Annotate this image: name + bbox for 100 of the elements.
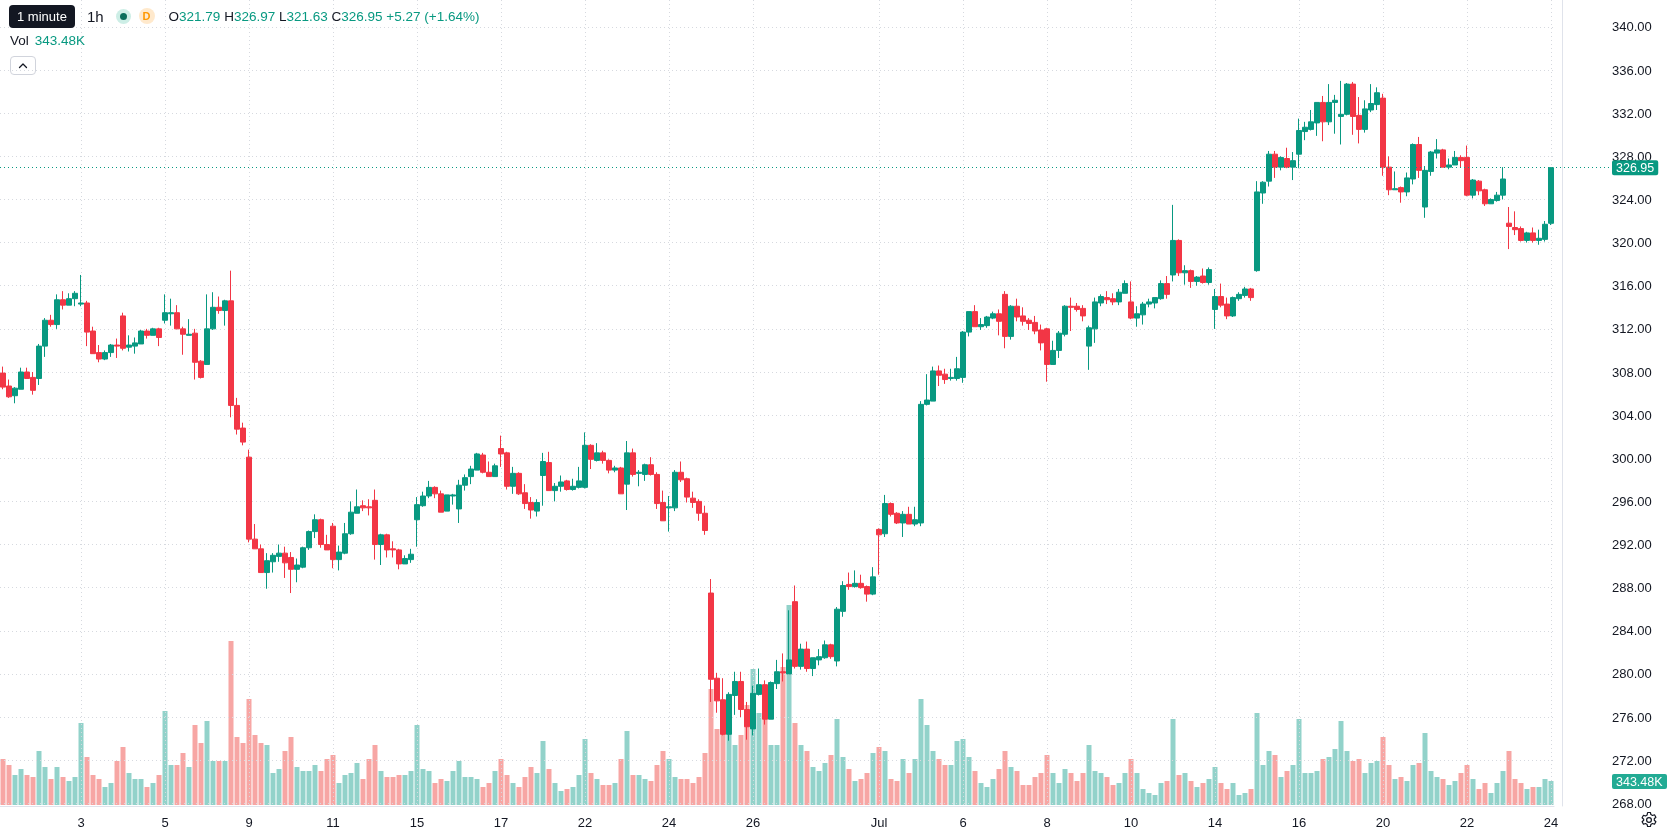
candlestick: [540, 452, 546, 507]
candlestick: [1128, 280, 1134, 320]
candlestick: [60, 290, 66, 310]
bar: [1320, 759, 1326, 805]
candlestick: [1182, 264, 1188, 286]
candlestick: [1176, 238, 1182, 277]
text: 1h: [86, 7, 104, 25]
y-tick-label: 324.00: [1612, 191, 1652, 207]
bar: [1008, 767, 1014, 805]
y-tick-label: 292.00: [1612, 537, 1652, 553]
y-tick-label: 280.00: [1612, 666, 1652, 682]
bar: [48, 779, 54, 805]
annotation: 1 minute: [9, 4, 75, 28]
candlestick: [1524, 231, 1530, 244]
y-tick-label: 320.00: [1612, 235, 1652, 251]
bar: [1182, 773, 1188, 805]
bar: [1248, 789, 1254, 805]
bar: [1188, 781, 1194, 805]
text: 343.48K: [1612, 773, 1667, 789]
candlestick: [624, 440, 630, 511]
candlestick: [546, 451, 552, 492]
candlestick: [1200, 267, 1206, 285]
candlestick: [846, 572, 852, 591]
candlestick: [594, 442, 600, 462]
bar: [780, 667, 786, 805]
candlestick: [1470, 178, 1476, 199]
bar: [1128, 759, 1134, 805]
bar: [54, 767, 60, 805]
bar: [1530, 787, 1536, 805]
y-tick-label: 336.00: [1612, 62, 1652, 78]
x-tick-label: 24: [1543, 815, 1559, 830]
candlestick: [1164, 275, 1170, 300]
y-tick-label: 312.00: [1612, 321, 1652, 337]
y-tick-label: 276.00: [1612, 709, 1652, 725]
bar: [870, 753, 876, 805]
bar: [156, 775, 162, 805]
candlestick: [1284, 147, 1290, 169]
x-tick-label: 5: [161, 815, 169, 830]
y-tick-label: 300.00: [1612, 450, 1652, 466]
candlestick: [1212, 288, 1218, 330]
y-tick-label: 316.00: [1612, 278, 1652, 294]
bar: [1278, 777, 1284, 805]
candlestick: [156, 327, 162, 347]
y-tick-label: 272.00: [1612, 752, 1652, 768]
y-tick-label: 308.00: [1612, 364, 1652, 380]
text: O321.79 H326.97 L321.63 C326.95 +5.27 (+1.64%): [168, 8, 480, 24]
x-tick-label: 15: [409, 815, 425, 830]
bar: [852, 781, 858, 805]
candlestick: [876, 527, 882, 576]
x-tick-label: 22: [1459, 815, 1475, 830]
candlestick: [510, 466, 516, 495]
bar: [1416, 763, 1422, 805]
bar: [1284, 771, 1290, 805]
bar: [1470, 779, 1476, 805]
bar: [900, 759, 906, 805]
candlestick: [972, 304, 978, 328]
bar: [510, 783, 516, 805]
x-tick-label: 11: [326, 815, 340, 830]
bar: [786, 605, 792, 805]
bar: [1200, 783, 1206, 805]
y-tick-label: 268.00: [1612, 795, 1652, 811]
candlestick: [150, 327, 156, 336]
candlestick: [1440, 148, 1446, 168]
x-tick-label: 8: [1043, 815, 1051, 830]
candlestick: [1506, 206, 1512, 250]
bar: [792, 723, 798, 805]
candlestick: [1398, 186, 1404, 204]
bar: [1194, 787, 1200, 805]
candlestick: [144, 328, 150, 340]
bar: [612, 783, 618, 805]
bar: [618, 759, 624, 805]
candlestick: [612, 465, 618, 473]
candlestick: [828, 643, 834, 660]
y-tick-label: 332.00: [1612, 105, 1652, 121]
bar: [1524, 789, 1530, 805]
candlestick: [1248, 287, 1254, 302]
bar: [546, 769, 552, 805]
candlestick: [1170, 204, 1176, 282]
bar: [1164, 781, 1170, 805]
bar: [762, 717, 768, 805]
candlestick: [1194, 275, 1200, 287]
bar: [594, 779, 600, 805]
y-tick-label: 296.00: [1612, 493, 1652, 509]
bar: [588, 773, 594, 805]
bar: [186, 767, 192, 805]
candlestick: [492, 463, 498, 478]
y-tick-label: 304.00: [1612, 407, 1652, 423]
x-tick-label: Jul: [870, 815, 888, 830]
candlestick: [1320, 95, 1326, 142]
x-tick-label: 16: [1291, 815, 1307, 830]
bar: [492, 771, 498, 805]
candlestick: [630, 448, 636, 478]
x-tick-label: 10: [1123, 815, 1139, 830]
y-tick-label: 288.00: [1612, 580, 1652, 596]
bar: [1272, 755, 1278, 805]
x-tick-label: 14: [1207, 815, 1223, 830]
x-tick-label: 22: [577, 815, 593, 830]
bar: [798, 745, 804, 805]
candlestick: [222, 299, 228, 327]
bar: [882, 751, 888, 805]
